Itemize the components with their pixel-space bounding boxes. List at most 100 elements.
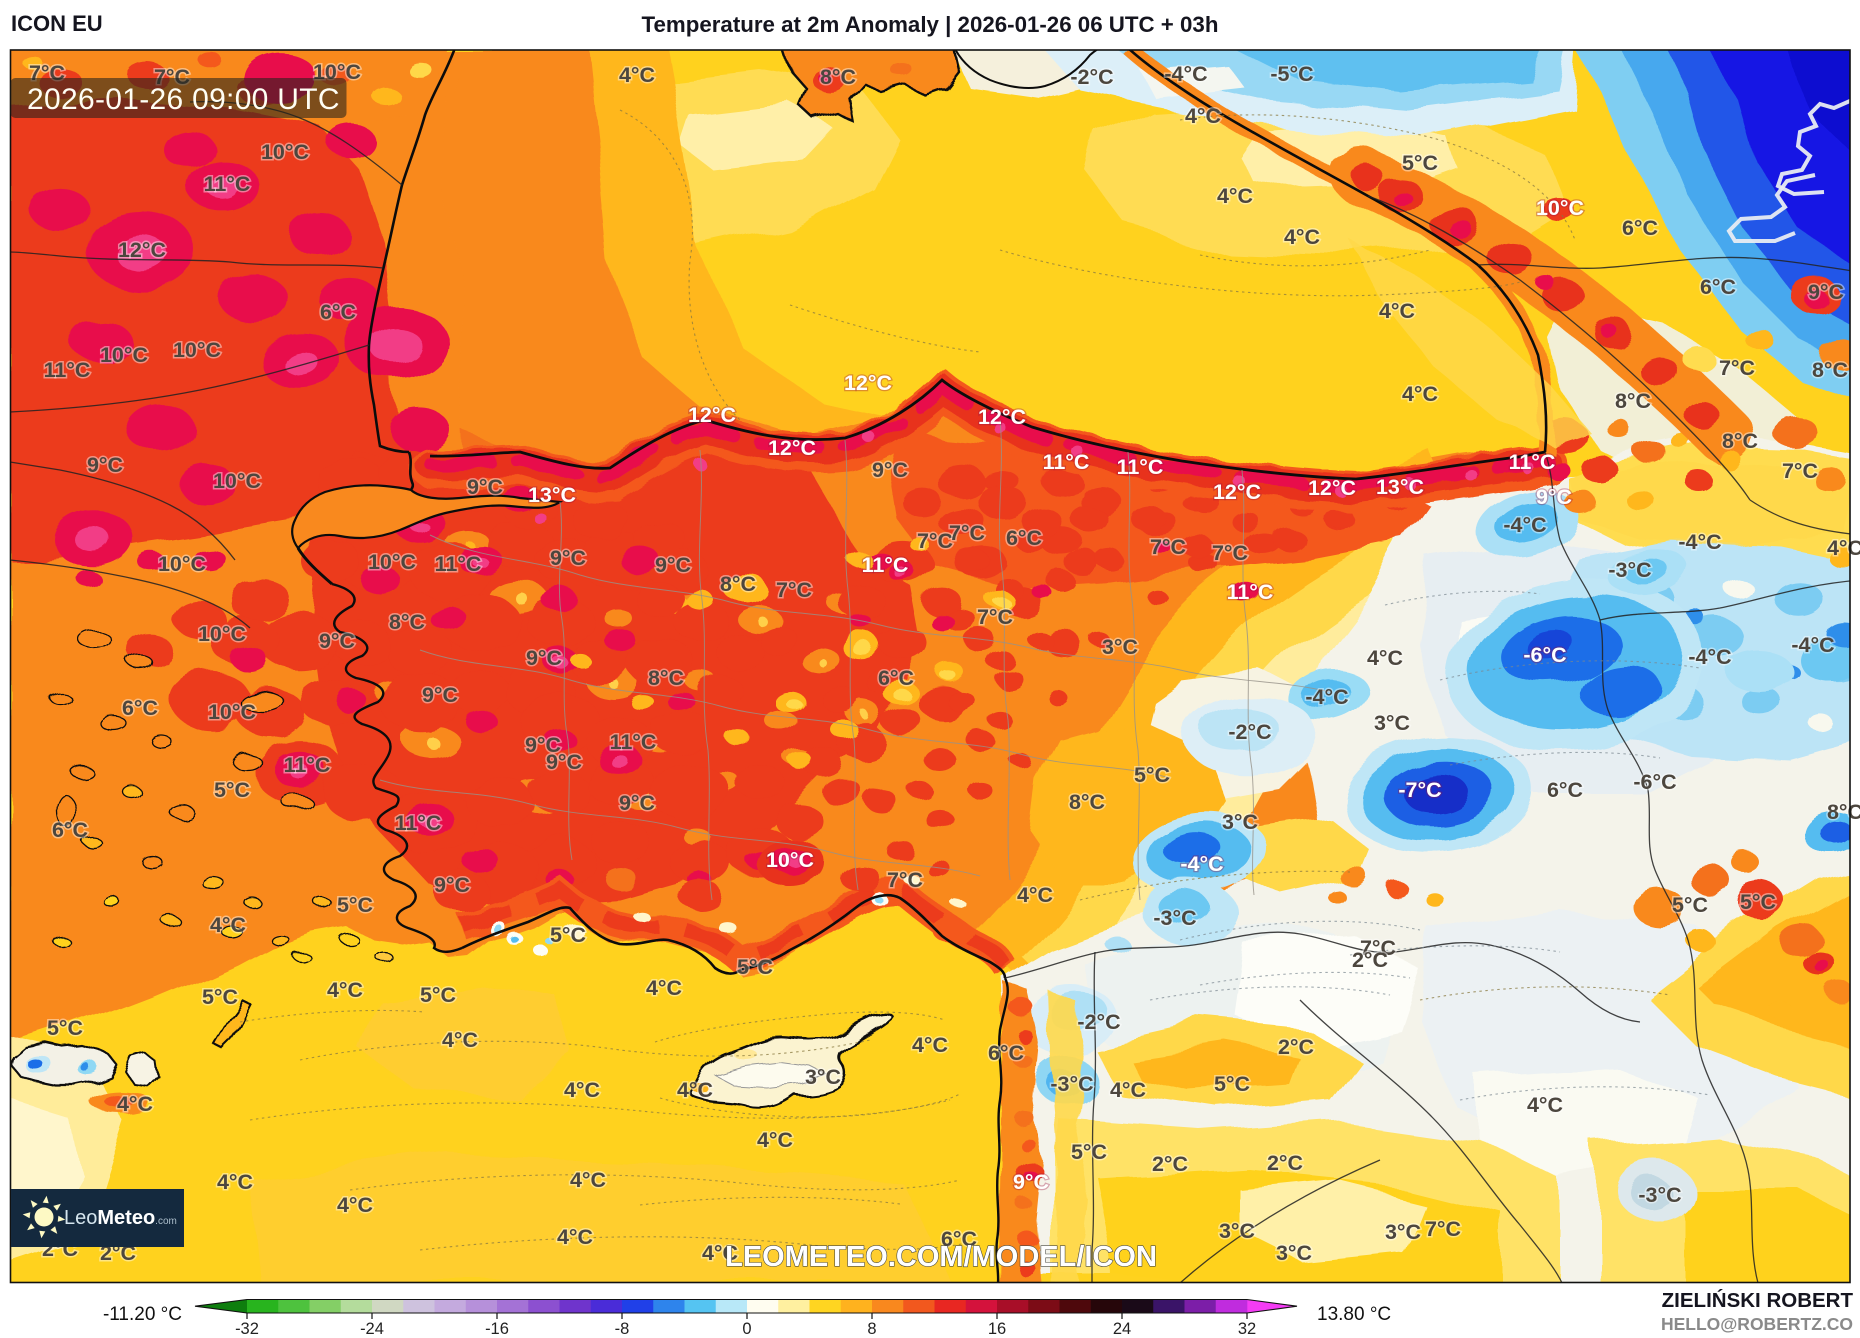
svg-text:-3°C: -3°C bbox=[1050, 1072, 1093, 1096]
svg-text:-4°C: -4°C bbox=[1688, 645, 1731, 669]
svg-text:32: 32 bbox=[1238, 1320, 1256, 1338]
svg-text:5°C: 5°C bbox=[337, 893, 373, 917]
svg-text:10°C: 10°C bbox=[158, 552, 206, 576]
svg-text:12°C: 12°C bbox=[978, 405, 1026, 429]
svg-text:12°C: 12°C bbox=[688, 403, 736, 427]
svg-text:7°C: 7°C bbox=[1719, 356, 1755, 380]
svg-text:12°C: 12°C bbox=[1213, 480, 1261, 504]
svg-text:9°C: 9°C bbox=[87, 453, 123, 477]
svg-text:9°C: 9°C bbox=[619, 791, 655, 815]
svg-text:4°C: 4°C bbox=[564, 1078, 600, 1102]
svg-text:4°C: 4°C bbox=[619, 63, 655, 87]
svg-text:7°C: 7°C bbox=[1782, 459, 1818, 483]
svg-text:10°C: 10°C bbox=[1536, 196, 1584, 220]
svg-text:4°C: 4°C bbox=[327, 978, 363, 1002]
svg-text:-3°C: -3°C bbox=[1638, 1183, 1681, 1207]
svg-text:7°C: 7°C bbox=[776, 578, 812, 602]
svg-text:4°C: 4°C bbox=[1827, 536, 1860, 560]
svg-text:6°C: 6°C bbox=[878, 666, 914, 690]
svg-text:4°C: 4°C bbox=[1284, 225, 1320, 249]
svg-text:4°C: 4°C bbox=[646, 976, 682, 1000]
svg-text:5°C: 5°C bbox=[420, 983, 456, 1007]
svg-text:11°C: 11°C bbox=[862, 553, 909, 577]
svg-text:10°C: 10°C bbox=[208, 700, 256, 724]
svg-text:4°C: 4°C bbox=[702, 1241, 738, 1265]
svg-text:8°C: 8°C bbox=[1812, 358, 1848, 382]
svg-text:10°C: 10°C bbox=[261, 140, 309, 164]
svg-text:9°C: 9°C bbox=[546, 750, 582, 774]
svg-text:6°C: 6°C bbox=[320, 300, 356, 324]
svg-text:7°C: 7°C bbox=[949, 521, 985, 545]
svg-text:2026-01-26 09:00 UTC: 2026-01-26 09:00 UTC bbox=[27, 83, 340, 116]
svg-text:4°C: 4°C bbox=[1110, 1078, 1146, 1102]
svg-text:13°C: 13°C bbox=[528, 483, 576, 507]
svg-text:9°C: 9°C bbox=[319, 629, 355, 653]
svg-text:8°C: 8°C bbox=[1615, 389, 1651, 413]
svg-text:4°C: 4°C bbox=[337, 1193, 373, 1217]
svg-text:4°C: 4°C bbox=[1379, 299, 1415, 323]
svg-text:9°C: 9°C bbox=[1536, 485, 1572, 509]
svg-text:12°C: 12°C bbox=[768, 436, 816, 460]
svg-text:9°C: 9°C bbox=[467, 475, 503, 499]
svg-text:2°C: 2°C bbox=[1278, 1035, 1314, 1059]
svg-text:9°C: 9°C bbox=[525, 733, 561, 757]
svg-text:11°C: 11°C bbox=[435, 552, 482, 576]
svg-text:4°C: 4°C bbox=[210, 913, 246, 937]
svg-text:8°C: 8°C bbox=[648, 666, 684, 690]
svg-text:11°C: 11°C bbox=[204, 172, 251, 196]
svg-text:-6°C: -6°C bbox=[1523, 643, 1566, 667]
svg-text:4°C: 4°C bbox=[1527, 1093, 1563, 1117]
svg-text:8°C: 8°C bbox=[720, 572, 756, 596]
svg-text:-11.20 °C: -11.20 °C bbox=[103, 1304, 182, 1325]
svg-text:6°C: 6°C bbox=[941, 1227, 977, 1251]
svg-text:5°C: 5°C bbox=[1071, 1140, 1107, 1164]
svg-text:5°C: 5°C bbox=[47, 1016, 83, 1040]
svg-text:11°C: 11°C bbox=[1117, 455, 1164, 479]
svg-text:10°C: 10°C bbox=[100, 343, 148, 367]
svg-text:13.80 °C: 13.80 °C bbox=[1317, 1304, 1391, 1325]
svg-text:13°C: 13°C bbox=[1376, 475, 1424, 499]
svg-text:-4°C: -4°C bbox=[1791, 633, 1834, 657]
svg-text:16: 16 bbox=[988, 1320, 1006, 1338]
svg-text:8°C: 8°C bbox=[820, 65, 856, 89]
svg-text:3°C: 3°C bbox=[1219, 1219, 1255, 1243]
svg-text:9°C: 9°C bbox=[434, 873, 470, 897]
svg-text:6°C: 6°C bbox=[988, 1041, 1024, 1065]
svg-text:5°C: 5°C bbox=[1740, 890, 1776, 914]
svg-text:6°C: 6°C bbox=[52, 818, 88, 842]
svg-text:8°C: 8°C bbox=[389, 610, 425, 634]
svg-text:-2°C: -2°C bbox=[1070, 65, 1113, 89]
svg-text:11°C: 11°C bbox=[44, 358, 91, 382]
svg-text:7°C: 7°C bbox=[1150, 535, 1186, 559]
svg-text:6°C: 6°C bbox=[1006, 526, 1042, 550]
svg-text:6°C: 6°C bbox=[1622, 216, 1658, 240]
svg-text:4°C: 4°C bbox=[1402, 382, 1438, 406]
svg-text:3°C: 3°C bbox=[1385, 1220, 1421, 1244]
svg-text:8: 8 bbox=[867, 1320, 876, 1338]
svg-text:24: 24 bbox=[1113, 1320, 1131, 1338]
svg-text:11°C: 11°C bbox=[284, 753, 331, 777]
svg-text:4°C: 4°C bbox=[757, 1128, 793, 1152]
svg-text:-16: -16 bbox=[485, 1320, 509, 1338]
svg-text:-4°C: -4°C bbox=[1164, 62, 1207, 86]
svg-text:10°C: 10°C bbox=[173, 338, 221, 362]
svg-text:4°C: 4°C bbox=[570, 1168, 606, 1192]
svg-text:-24: -24 bbox=[360, 1320, 384, 1338]
svg-text:6°C: 6°C bbox=[122, 696, 158, 720]
svg-text:4°C: 4°C bbox=[1367, 646, 1403, 670]
svg-text:7°C: 7°C bbox=[1360, 936, 1396, 960]
svg-text:3°C: 3°C bbox=[1276, 1241, 1312, 1265]
svg-text:HELLO@ROBERTZ.CO: HELLO@ROBERTZ.CO bbox=[1661, 1314, 1853, 1334]
svg-text:9°C: 9°C bbox=[872, 458, 908, 482]
svg-text:10°C: 10°C bbox=[198, 622, 246, 646]
svg-text:5°C: 5°C bbox=[1214, 1072, 1250, 1096]
svg-text:5°C: 5°C bbox=[202, 985, 238, 1009]
svg-text:7°C: 7°C bbox=[1212, 541, 1248, 565]
svg-text:9°C: 9°C bbox=[526, 646, 562, 670]
svg-text:-4°C: -4°C bbox=[1678, 530, 1721, 554]
svg-text:5°C: 5°C bbox=[550, 923, 586, 947]
svg-text:-4°C: -4°C bbox=[1503, 513, 1546, 537]
svg-text:4°C: 4°C bbox=[912, 1033, 948, 1057]
svg-text:4°C: 4°C bbox=[1217, 184, 1253, 208]
svg-text:8°C: 8°C bbox=[1069, 790, 1105, 814]
